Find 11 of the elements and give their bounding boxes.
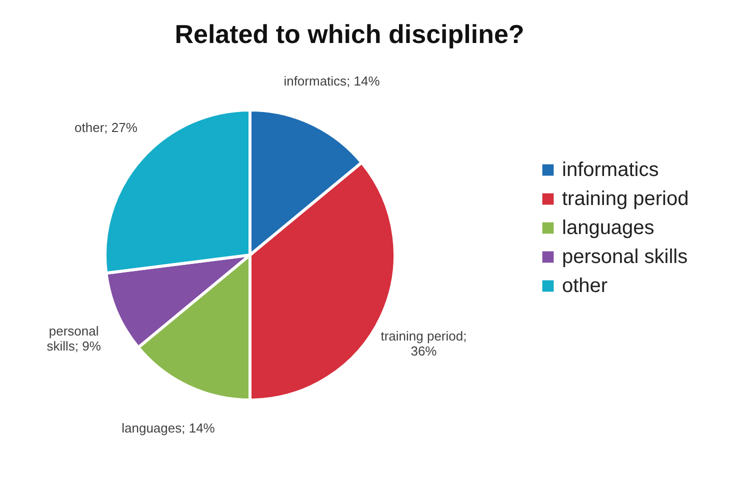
legend-label: other <box>562 275 608 297</box>
data-label: other; 27% <box>74 120 138 136</box>
legend-label: informatics <box>562 159 659 181</box>
legend-label: training period <box>562 188 689 210</box>
data-label: training period; 36% <box>380 328 467 359</box>
data-label: languages; 14% <box>122 420 216 436</box>
data-label: personal skills; 9% <box>46 323 102 354</box>
legend-label: personal skills <box>562 246 688 268</box>
legend-label: languages <box>562 217 654 239</box>
data-label: informatics; 14% <box>284 73 380 88</box>
chart-title: Related to which discipline? <box>174 19 524 49</box>
